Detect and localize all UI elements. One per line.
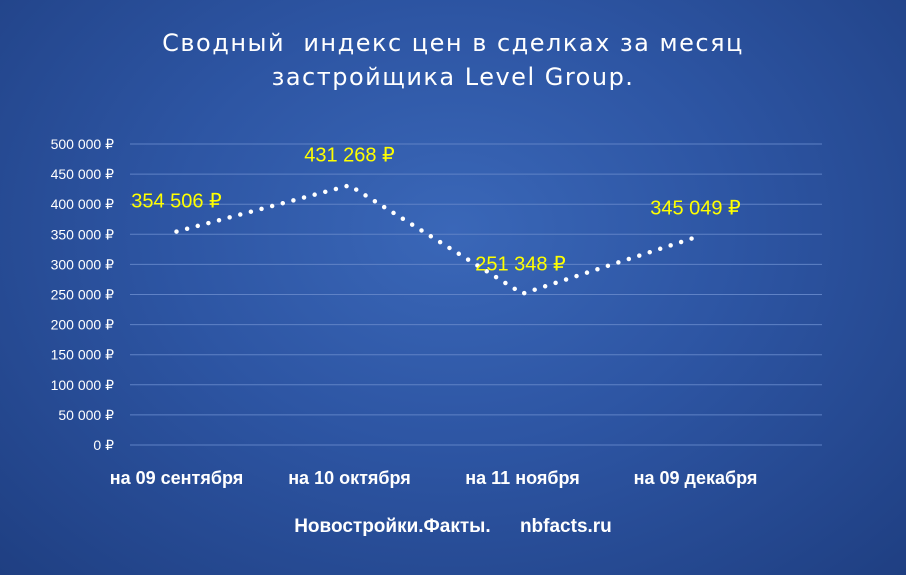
y-tick-label: 150 000 ₽ [51, 347, 114, 363]
y-tick-label: 250 000 ₽ [51, 287, 114, 303]
y-tick-label: 500 000 ₽ [51, 136, 114, 152]
y-tick-label: 300 000 ₽ [51, 256, 114, 272]
gridlines [130, 143, 822, 446]
series-line-path [174, 182, 698, 297]
data-label: 431 268 ₽ [304, 144, 395, 166]
source-url: nbfacts.ru [519, 516, 612, 537]
data-label: 345 049 ₽ [650, 197, 741, 219]
y-tick-label: 450 000 ₽ [51, 166, 114, 182]
source-footer: Новостройки.Факты. nbfacts.ru [0, 516, 906, 538]
x-tick-label: на 09 декабря [634, 468, 758, 488]
y-tick-label: 350 000 ₽ [51, 226, 114, 242]
data-label: 251 348 ₽ [475, 254, 566, 276]
x-tick-label: на 10 октября [288, 468, 411, 488]
y-tick-label: 0 ₽ [93, 437, 114, 453]
y-tick-label: 400 000 ₽ [51, 196, 114, 212]
x-tick-label: на 09 сентября [110, 468, 244, 488]
source-name: Новостройки.Факты. [294, 516, 491, 537]
data-labels: 354 506 ₽ 431 268 ₽ 251 348 ₽ 345 049 ₽ [131, 144, 741, 275]
x-axis-tick-labels: на 09 сентября на 10 октября на 11 ноября н… [110, 468, 758, 488]
series-line [174, 182, 698, 297]
y-axis-tick-labels: 0 ₽ 50 000 ₽ 100 000 ₽ 150 000 ₽ 200 000 ₽ 25… [51, 136, 114, 453]
x-tick-label: на 11 ноября [465, 468, 579, 488]
chart-title: Сводный индекс цен в сделках за месяц за… [162, 29, 744, 91]
data-label: 354 506 ₽ [131, 191, 222, 213]
y-tick-label: 100 000 ₽ [51, 377, 114, 393]
y-tick-label: 200 000 ₽ [51, 317, 114, 333]
y-tick-label: 50 000 ₽ [58, 407, 114, 423]
